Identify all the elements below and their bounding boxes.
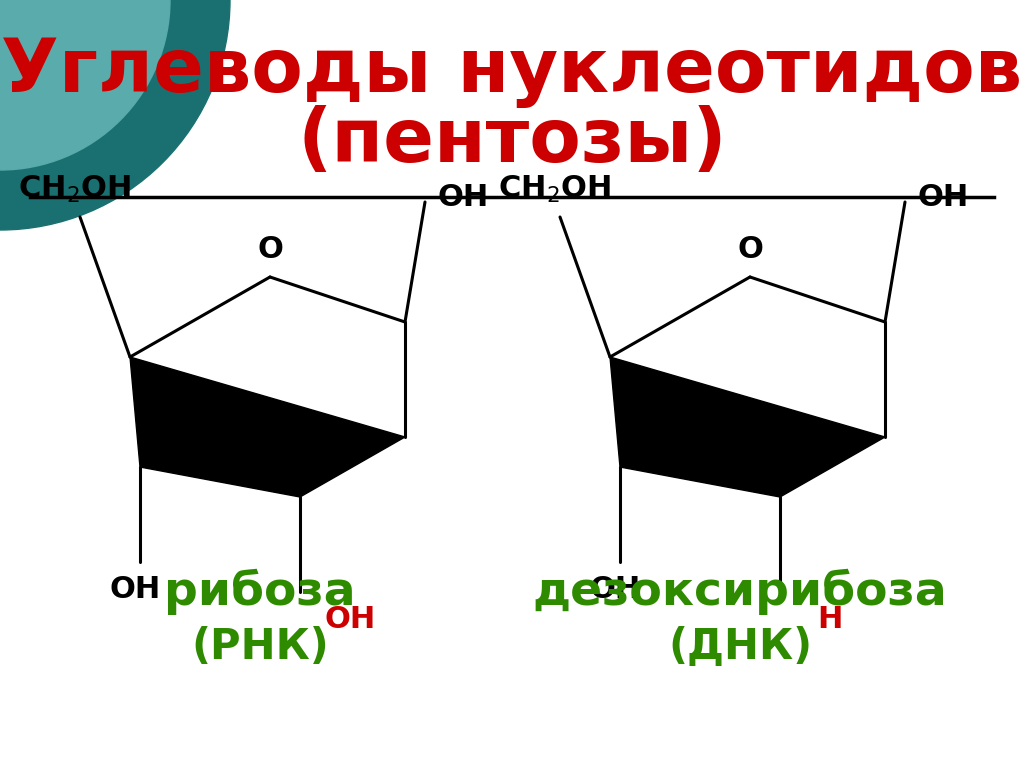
Circle shape xyxy=(0,0,170,170)
Text: OH: OH xyxy=(437,183,488,212)
Circle shape xyxy=(0,0,230,230)
Text: H: H xyxy=(817,605,843,634)
Text: CH$_2$OH: CH$_2$OH xyxy=(499,173,611,205)
Text: (ДНК): (ДНК) xyxy=(668,626,812,668)
Text: O: O xyxy=(737,235,763,264)
Text: Углеводы нуклеотидов: Углеводы нуклеотидов xyxy=(1,35,1023,108)
Text: дезоксирибоза: дезоксирибоза xyxy=(532,569,947,615)
Text: OH: OH xyxy=(325,605,376,634)
Text: CH$_2$OH: CH$_2$OH xyxy=(18,173,132,205)
Polygon shape xyxy=(130,357,406,497)
Text: OH: OH xyxy=(918,183,969,212)
Text: OH: OH xyxy=(590,575,641,604)
Text: (РНК): (РНК) xyxy=(191,626,329,668)
Text: (пентозы): (пентозы) xyxy=(297,106,727,179)
Polygon shape xyxy=(610,357,885,497)
Text: O: O xyxy=(257,235,283,264)
Text: рибоза: рибоза xyxy=(164,569,355,615)
Text: OH: OH xyxy=(110,575,161,604)
